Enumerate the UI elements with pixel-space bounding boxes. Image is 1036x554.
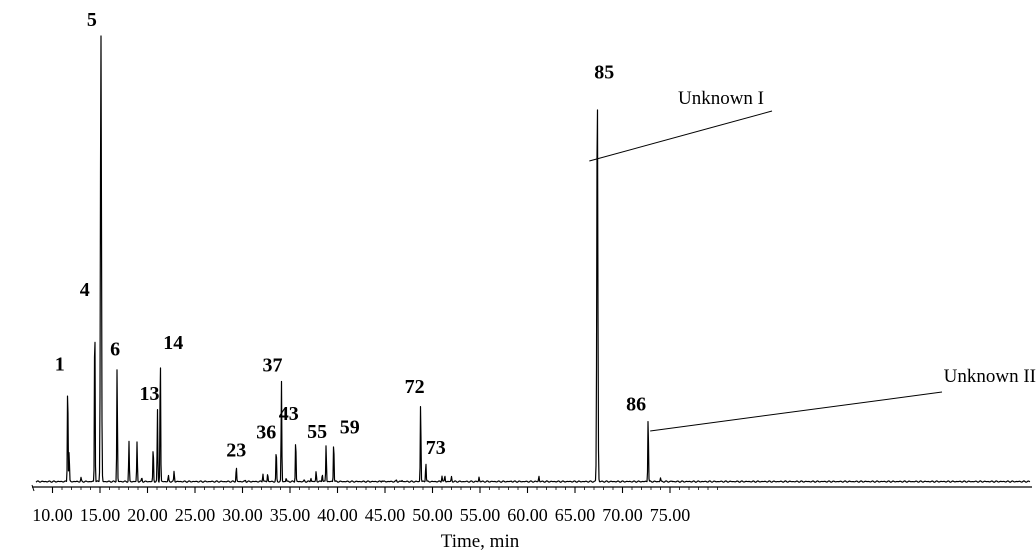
peak-label-37: 37	[263, 355, 283, 377]
x-tick-labels: 10.00 15.00 20.00 25.00 30.00 35.00 40.00 45.00…	[32, 505, 690, 525]
x-tick-label: 55.00	[460, 505, 501, 525]
x-axis	[31, 484, 1032, 493]
signal-layer	[35, 35, 1031, 483]
x-tick-label: 60.00	[507, 505, 548, 525]
peak-label-5: 5	[87, 9, 97, 31]
x-tick-label: 50.00	[412, 505, 453, 525]
peak-label-6: 6	[110, 339, 120, 361]
x-tick-label: 65.00	[555, 505, 596, 525]
x-axis-title: Time, min	[441, 531, 520, 552]
x-tick-label: 35.00	[270, 505, 311, 525]
peak-label-4: 4	[80, 279, 90, 301]
x-tick-label: 40.00	[317, 505, 358, 525]
x-tick-label: 75.00	[650, 505, 691, 525]
peak-label-85: 85	[594, 61, 614, 83]
x-tick-label: 25.00	[175, 505, 216, 525]
peak-label-73: 73	[426, 437, 446, 459]
peak-label-13: 13	[140, 383, 160, 405]
x-tick-label: 30.00	[222, 505, 263, 525]
peak-label-86: 86	[626, 394, 646, 416]
peak-label-23: 23	[226, 440, 246, 462]
x-tick-label: 20.00	[127, 505, 168, 525]
peak-label-1: 1	[55, 353, 65, 375]
peak-label-59: 59	[340, 416, 360, 438]
x-tick-label: 10.00	[32, 505, 73, 525]
peak-label-43: 43	[279, 403, 299, 425]
peak-label-36: 36	[256, 422, 276, 444]
axis-start-mark	[31, 484, 35, 492]
peak-label-72: 72	[405, 376, 425, 398]
signal-trace	[35, 35, 1031, 483]
annotation-label: Unknown II	[944, 366, 1036, 387]
peak-label-14: 14	[163, 332, 183, 354]
x-tick-label: 15.00	[80, 505, 121, 525]
annotation-leader-line	[589, 110, 773, 162]
annotation-leader-line	[650, 391, 943, 432]
x-tick-label: 45.00	[365, 505, 406, 525]
annotation-label: Unknown I	[678, 88, 764, 109]
peak-label-55: 55	[307, 421, 327, 443]
x-tick-label: 70.00	[602, 505, 643, 525]
annotations: Unknown I Unknown II	[589, 88, 1036, 432]
